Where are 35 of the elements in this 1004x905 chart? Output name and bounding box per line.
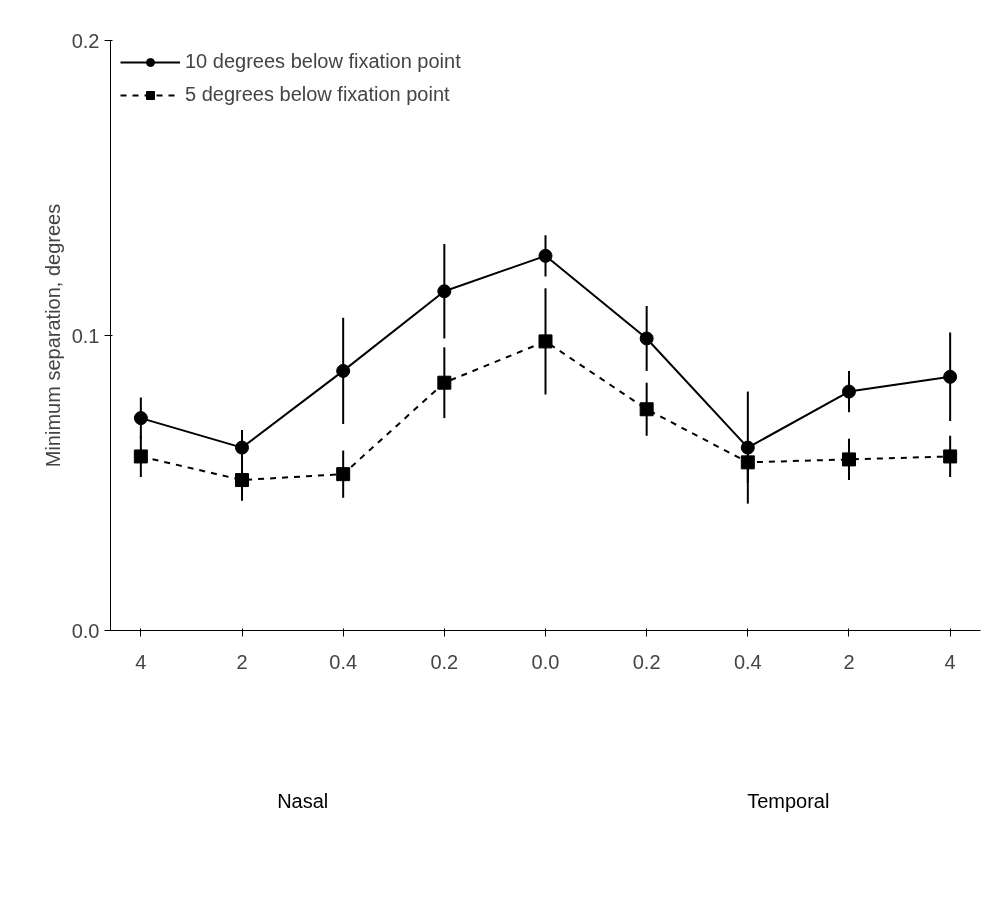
point [943,369,958,384]
point [943,449,958,464]
y-axis-title: Minimum separation, degrees [41,203,64,468]
text: Temporal [747,789,830,812]
point [235,440,250,455]
x-tick-label: 0.4 [733,650,762,673]
point [538,248,553,263]
point [740,440,755,455]
point [336,467,351,482]
point [639,402,654,417]
legend-label: 10 degrees below fixation point [185,50,461,73]
legend-label: 5 degrees below fixation point [185,83,450,106]
point [437,284,452,299]
x-tick-label: 0.0 [531,650,560,673]
x-tick-label: 2 [843,650,855,673]
point [437,375,452,390]
point [336,363,351,378]
y-tick-label: 0.0 [71,619,100,642]
point [538,334,553,349]
y-tick-label: 0.1 [71,324,100,347]
x-tick-label: 0.2 [430,650,459,673]
x-tick-label: 0.2 [632,650,661,673]
x-tick-label: 2 [236,650,248,673]
x-tick-label: 4 [944,650,956,673]
point [133,449,148,464]
x-tick-label: 4 [135,650,147,673]
point [841,384,856,399]
point [639,331,654,346]
point [740,455,755,470]
text: Nasal [277,789,329,812]
x-tick-label: 0.4 [329,650,358,673]
point [133,411,148,426]
point [841,452,856,467]
y-tick-label: 0.2 [71,29,100,52]
point [235,473,250,488]
